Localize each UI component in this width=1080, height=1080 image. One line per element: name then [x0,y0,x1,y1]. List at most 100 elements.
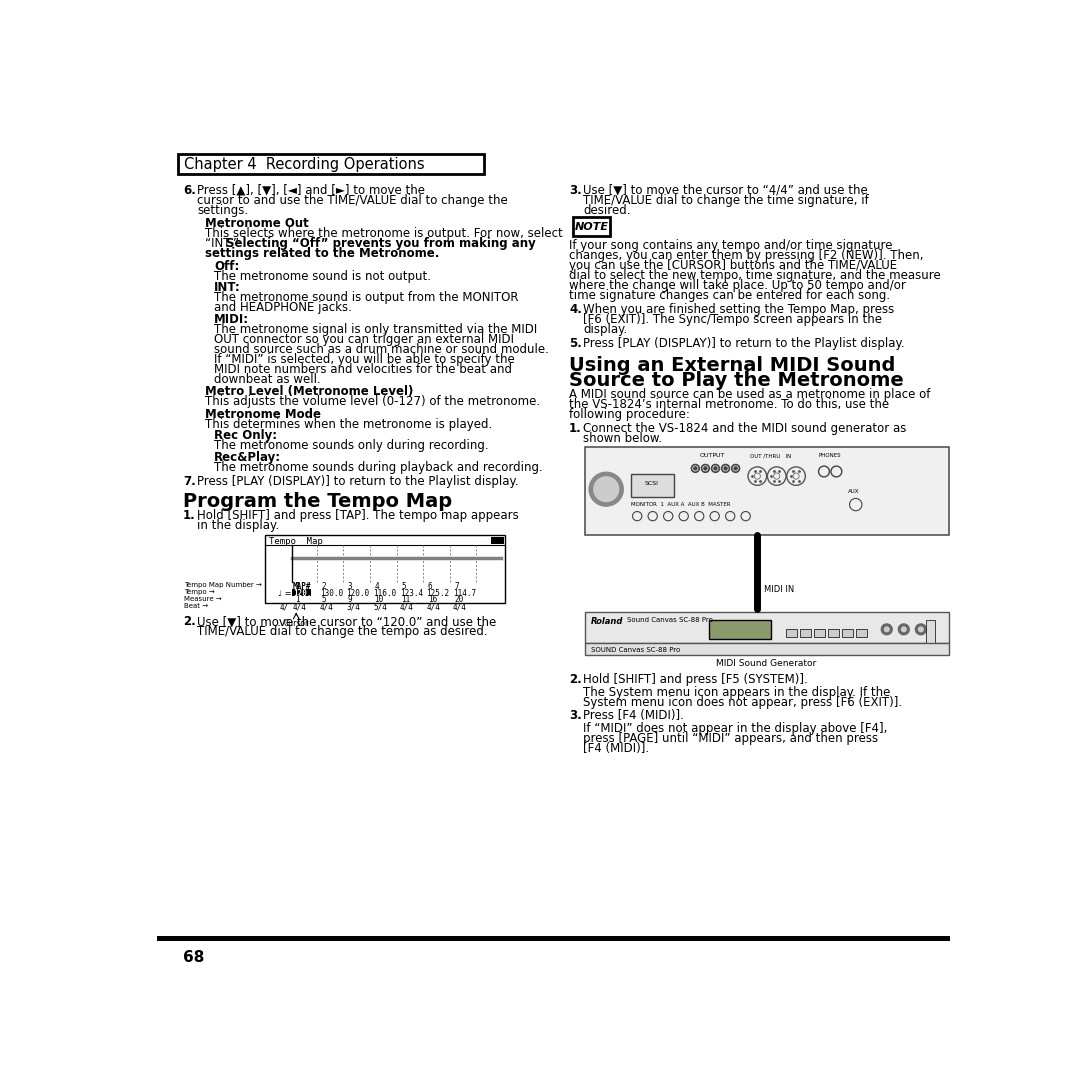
Text: you can use the [CURSOR] buttons and the TIME/VALUE: you can use the [CURSOR] buttons and the… [569,259,897,272]
Bar [584,447,948,536]
Text: 5: 5 [401,582,406,591]
Text: 125.2: 125.2 [427,590,449,598]
Text: Beat →: Beat → [184,603,208,609]
Text: 4/4: 4/4 [427,603,441,611]
Text: The metronome sounds only during recording.: The metronome sounds only during recordi… [214,440,488,453]
Text: Off:: Off: [214,259,240,273]
Text: TIME/VALUE dial to change the time signature, if: TIME/VALUE dial to change the time signa… [583,193,868,206]
Bar [177,154,484,174]
Text: 120.0: 120.0 [293,590,316,598]
Text: following procedure:: following procedure: [569,408,690,421]
Circle shape [724,467,727,470]
Text: dial to select the new tempo, time signature, and the measure: dial to select the new tempo, time signa… [569,269,941,282]
Text: Press [PLAY (DISPLAY)] to return to the Playlist display.: Press [PLAY (DISPLAY)] to return to the … [197,474,518,487]
Text: desired.: desired. [583,203,631,216]
Text: 6.: 6. [183,184,195,197]
Bar [855,630,866,637]
Text: display.: display. [583,323,627,336]
Text: PHONES: PHONES [819,453,841,458]
Text: 3.: 3. [569,710,582,723]
Bar [841,630,852,637]
Text: A MIDI sound source can be used as a metronome in place of: A MIDI sound source can be used as a met… [569,389,930,402]
Text: cursor to and use the TIME/VALUE dial to change the: cursor to and use the TIME/VALUE dial to… [197,193,508,206]
Text: MIDI:: MIDI: [214,313,249,326]
Text: Roland: Roland [591,617,623,626]
Text: This determines when the metronome is played.: This determines when the metronome is pl… [205,418,492,431]
Bar [828,630,839,637]
Text: SCSI: SCSI [645,482,659,486]
Text: Rec&Play:: Rec&Play: [214,450,281,463]
Bar [572,217,610,235]
Text: ♩ =: ♩ = [278,589,292,597]
Text: where the change will take place. Up to 50 tempo and/or: where the change will take place. Up to … [569,279,906,292]
Text: 114.7: 114.7 [453,590,476,598]
Bar [266,536,505,603]
Text: Use [▼] to move the cursor to “4/4” and use the: Use [▼] to move the cursor to “4/4” and … [583,184,867,197]
Text: and HEADPHONE jacks.: and HEADPHONE jacks. [214,301,352,314]
Text: 2.: 2. [569,673,582,686]
Text: settings.: settings. [197,203,248,216]
Text: 1: 1 [295,595,299,605]
Text: 7: 7 [455,582,459,591]
Text: Press [▲], [▼], [◄] and [►] to move the: Press [▲], [▼], [◄] and [►] to move the [197,184,426,197]
Circle shape [902,627,906,632]
Circle shape [704,467,707,470]
Bar [800,630,811,637]
Bar [814,630,825,637]
Text: Sound Canvas SC-88 Pro: Sound Canvas SC-88 Pro [627,617,713,623]
Text: Source to Play the Metronome: Source to Play the Metronome [569,372,904,390]
Text: 130.0: 130.0 [320,590,342,598]
Text: OUT connector so you can trigger an external MIDI: OUT connector so you can trigger an exte… [214,333,514,346]
Text: 68: 68 [183,950,204,966]
Text: 10: 10 [375,595,383,605]
Circle shape [881,624,892,635]
Text: 16: 16 [428,595,437,605]
Text: Chapter 4  Recording Operations: Chapter 4 Recording Operations [184,157,424,172]
Text: in the display.: in the display. [197,519,279,532]
Text: 1.: 1. [183,509,195,523]
Text: 4/4: 4/4 [453,603,467,611]
Circle shape [899,624,909,635]
Text: “INT.”: “INT.” [205,238,243,251]
Text: downbeat as well.: downbeat as well. [214,373,321,386]
Text: Rec Only:: Rec Only: [214,429,278,442]
Circle shape [734,467,738,470]
Bar [708,620,770,639]
Text: Tempo →: Tempo → [184,590,215,595]
Text: MAP#: MAP# [293,582,311,591]
Text: OUT /THRU   IN: OUT /THRU IN [750,453,792,458]
Text: Using an External MIDI Sound: Using an External MIDI Sound [569,356,895,375]
Text: 11: 11 [401,595,410,605]
Text: TIME/VALUE dial to change the tempo as desired.: TIME/VALUE dial to change the tempo as d… [197,625,488,638]
Text: press [PAGE] until “MIDI” appears, and then press: press [PAGE] until “MIDI” appears, and t… [583,732,878,745]
Text: Tempo Map Number →: Tempo Map Number → [184,582,261,589]
Text: Connect the VS-1824 and the MIDI sound generator as: Connect the VS-1824 and the MIDI sound g… [583,422,906,435]
Text: Press [F4 (MIDI)].: Press [F4 (MIDI)]. [583,710,684,723]
Circle shape [590,472,623,507]
Text: 123.4: 123.4 [400,590,422,598]
Bar [926,620,935,644]
Text: settings related to the Metronome.: settings related to the Metronome. [205,247,440,260]
Text: 3: 3 [348,582,352,591]
Text: 4/4: 4/4 [293,603,307,611]
Bar [293,589,311,596]
Text: The metronome sound is not output.: The metronome sound is not output. [214,270,431,283]
Text: If “MIDI” is selected, you will be able to specify the: If “MIDI” is selected, you will be able … [214,353,515,366]
Bar [584,644,948,654]
Bar [490,537,504,544]
Text: The metronome sound is output from the MONITOR: The metronome sound is output from the M… [214,292,518,305]
Text: 4/: 4/ [279,603,288,611]
Circle shape [693,467,697,470]
Text: 4.: 4. [569,302,582,315]
Text: changes, you can enter them by pressing [F2 (NEW)]. Then,: changes, you can enter them by pressing … [569,249,923,262]
Text: MIDI note numbers and velocities for the beat and: MIDI note numbers and velocities for the… [214,363,512,376]
Text: Hold [SHIFT] and press [TAP]. The tempo map appears: Hold [SHIFT] and press [TAP]. The tempo … [197,509,518,523]
Bar [584,612,948,644]
Circle shape [918,627,923,632]
Text: [F4 (MIDI)].: [F4 (MIDI)]. [583,742,649,755]
Text: 4: 4 [375,582,379,591]
Text: 120.0: 120.0 [347,590,369,598]
Text: 3/4: 3/4 [347,603,361,611]
Text: OUTPUT: OUTPUT [700,453,725,458]
Text: 5.: 5. [569,337,582,350]
